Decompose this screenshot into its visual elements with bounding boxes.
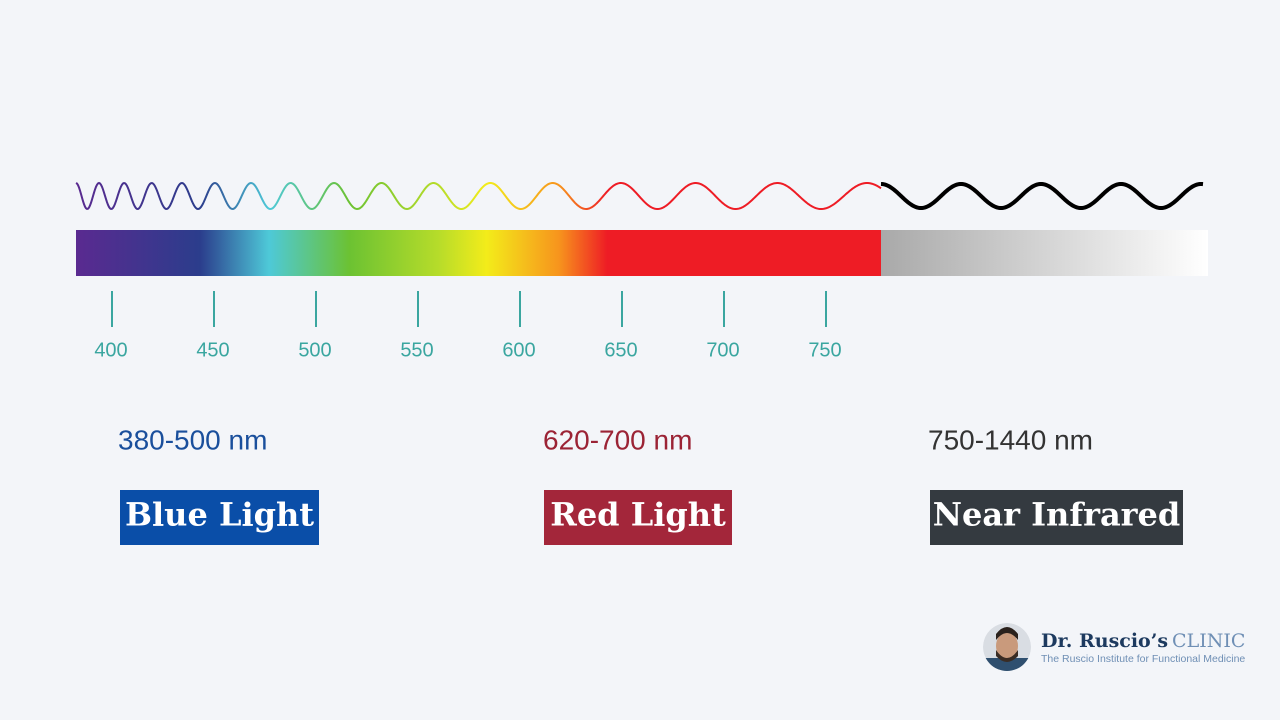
logo-tagline: The Ruscio Institute for Functional Medi…: [1041, 653, 1245, 665]
tick-label: 450: [196, 339, 229, 361]
section-label: Blue Light: [125, 496, 314, 534]
range-label: 620-700 nm: [543, 424, 692, 455]
tick-label: 600: [502, 339, 535, 361]
tick-label: 750: [808, 339, 841, 361]
visible-wave: [75, 181, 882, 211]
logo: Dr. Ruscio’s CLINIC The Ruscio Institute …: [983, 623, 1245, 671]
tick-label: 500: [298, 339, 331, 361]
label-box: [930, 490, 1183, 545]
logo-name: Dr. Ruscio’s: [1041, 630, 1168, 652]
tick-label: 400: [94, 339, 127, 361]
tick-label: 700: [706, 339, 739, 361]
range-label: 380-500 nm: [118, 424, 267, 455]
range-label: 750-1440 nm: [928, 424, 1093, 455]
visible-spectrum-bar: [76, 230, 881, 276]
tick-label: 650: [604, 339, 637, 361]
avatar: [983, 623, 1031, 671]
label-box: [120, 490, 319, 545]
section-label: Near Infrared: [933, 496, 1181, 534]
infrared-wave: [880, 181, 1204, 211]
logo-suffix: CLINIC: [1172, 630, 1245, 652]
tick-label: 550: [400, 339, 433, 361]
section-label: Red Light: [550, 496, 726, 534]
infrared-bar: [881, 230, 1208, 276]
logo-name: Dr. Ruscio’s CLINIC: [1041, 630, 1245, 652]
label-box: [544, 490, 732, 545]
